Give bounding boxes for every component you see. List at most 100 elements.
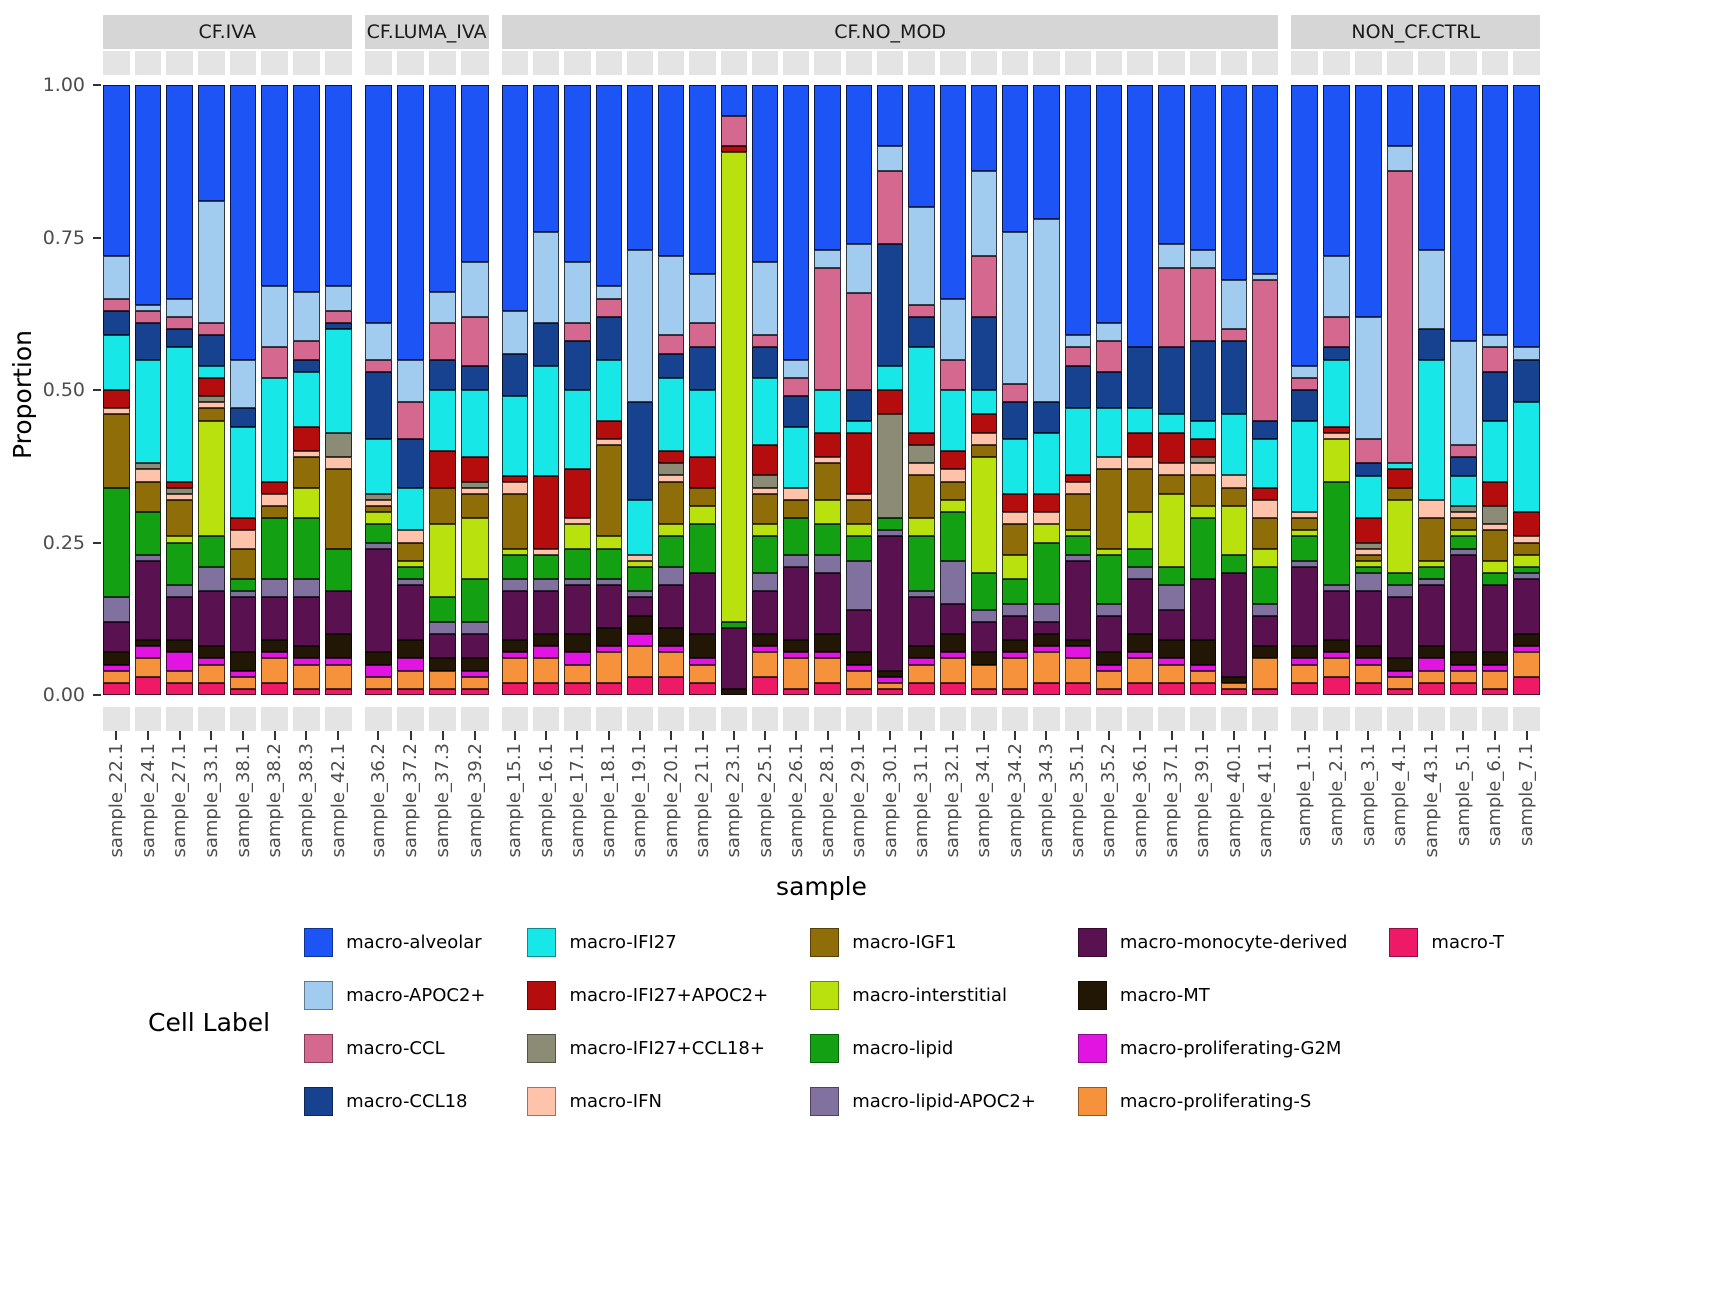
segment-macro-T	[198, 682, 225, 695]
segment-macro-CCL	[939, 359, 966, 391]
sample-strip	[1158, 51, 1185, 75]
legend-item-macro-IFI27+APOC2+: macro-IFI27+APOC2+	[527, 981, 768, 1010]
segment-macro-CCL	[293, 341, 320, 360]
segment-macro-CCL	[751, 335, 779, 348]
sample-strip	[166, 51, 194, 75]
segment-macro-IFN	[1449, 512, 1477, 519]
x-tick-label: sample_34.3	[1035, 743, 1057, 858]
segment-macro-interstitial	[1449, 530, 1477, 537]
segment-macro-proliferating-G2M	[1354, 658, 1382, 665]
bar-sample_16.1	[533, 85, 560, 695]
x-tick-mark	[951, 731, 954, 740]
segment-macro-proliferating-S	[1513, 652, 1540, 677]
segment-macro-APOC2+	[814, 249, 841, 269]
segment-macro-IGF1	[1158, 475, 1185, 494]
segment-macro-CCL18	[1323, 347, 1350, 360]
facet-strip: CF.IVA	[103, 15, 352, 49]
legend-swatch	[1389, 928, 1419, 957]
segment-macro-APOC2+	[1158, 243, 1185, 269]
segment-macro-alveolar	[501, 85, 529, 311]
segment-macro-lipid-APOC2+	[501, 579, 529, 592]
legend-label: macro-APOC2+	[346, 985, 486, 1006]
sample-strips-bottom	[1291, 707, 1540, 731]
bar-sample_40.1	[1220, 85, 1248, 695]
segment-macro-CCL18	[595, 316, 622, 360]
sample-strip	[1449, 51, 1477, 75]
segment-macro-MT	[396, 640, 425, 659]
segment-macro-alveolar	[1064, 85, 1091, 336]
segment-macro-monocyte-derived	[1189, 579, 1216, 641]
x-tick-label: sample_19.1	[629, 743, 651, 858]
segment-macro-alveolar	[720, 85, 747, 116]
segment-macro-CCL18	[461, 365, 489, 391]
sample-strip	[1418, 51, 1445, 75]
segment-macro-IFN	[166, 493, 194, 500]
segment-macro-monocyte-derived	[1158, 609, 1185, 641]
legend-swatch	[527, 1034, 557, 1063]
y-tick-mark	[93, 236, 101, 239]
segment-macro-proliferating-G2M	[876, 676, 904, 683]
legend-label: macro-monocyte-derived	[1119, 932, 1348, 953]
segment-macro-IFI27+APOC2+	[1158, 432, 1185, 464]
bar-sample_1.1	[1291, 85, 1319, 695]
segment-macro-IFN	[229, 530, 257, 549]
segment-macro-IFN	[1189, 463, 1216, 476]
segment-macro-CCL	[908, 304, 935, 317]
x-tick-label: sample_40.1	[1223, 743, 1245, 858]
segment-macro-IFI27+APOC2+	[689, 457, 716, 488]
legend-item-macro-alveolar: macro-alveolar	[304, 928, 485, 957]
segment-macro-MT	[501, 640, 529, 653]
sample-strip	[783, 51, 810, 75]
segment-macro-monocyte-derived	[1220, 573, 1248, 677]
segment-macro-interstitial	[166, 536, 194, 543]
segment-macro-lipid	[814, 524, 841, 555]
segment-macro-monocyte-derived	[970, 621, 998, 653]
segment-macro-proliferating-G2M	[751, 646, 779, 653]
legend-item-macro-CCL: macro-CCL	[304, 1034, 485, 1063]
segment-macro-IFN	[751, 487, 779, 494]
legend-swatch	[304, 981, 334, 1010]
x-tick-mark	[273, 731, 276, 740]
segment-macro-monocyte-derived	[229, 597, 257, 653]
legend-swatch	[527, 928, 557, 957]
segment-macro-IFI27+APOC2+	[1513, 512, 1540, 537]
segment-macro-CCL18	[1220, 341, 1248, 415]
bar-sample_38.3	[293, 85, 320, 695]
segment-macro-CCL	[1064, 347, 1091, 366]
segment-macro-interstitial	[939, 499, 966, 513]
segment-macro-IFN	[908, 463, 935, 476]
segment-macro-proliferating-S	[461, 676, 489, 689]
x-tick-mark	[1525, 731, 1528, 740]
sample-strip	[1064, 707, 1091, 731]
segment-macro-MT	[658, 627, 685, 647]
segment-macro-MT	[1127, 634, 1154, 653]
x-tick-mark	[607, 731, 610, 740]
x-tick-mark	[147, 731, 150, 740]
segment-macro-alveolar	[261, 85, 289, 287]
segment-macro-IGF1	[501, 493, 529, 549]
segment-macro-MT	[814, 634, 841, 653]
segment-macro-alveolar	[429, 85, 457, 293]
segment-macro-T	[1481, 688, 1509, 695]
segment-macro-interstitial	[1418, 560, 1445, 567]
segment-macro-interstitial	[1127, 512, 1154, 549]
facet-panels: CF.IVA sample_22.1 sample_24.1 sample_27.1 s…	[103, 15, 1540, 888]
segment-macro-alveolar	[595, 85, 622, 287]
segment-macro-CCL18	[198, 335, 225, 366]
bar-sample_43.1	[1418, 85, 1445, 695]
segment-macro-MT	[564, 634, 591, 653]
segment-macro-MT	[1513, 634, 1540, 647]
segment-macro-lipid-APOC2+	[198, 566, 225, 592]
segment-macro-T	[461, 688, 489, 695]
sample-strip	[396, 51, 425, 75]
legend-column: macro-IGF1 macro-interstitial macro-lipid m…	[810, 928, 1036, 1116]
legend-label: macro-interstitial	[852, 985, 1007, 1006]
segment-macro-monocyte-derived	[783, 566, 810, 641]
legend-item-macro-interstitial: macro-interstitial	[810, 981, 1036, 1010]
segment-macro-T	[751, 676, 779, 695]
segment-macro-CCL18	[845, 390, 872, 421]
segment-macro-lipid-APOC2+	[1418, 579, 1445, 586]
segment-macro-proliferating-G2M	[845, 664, 872, 671]
segment-macro-IFI27+CCL18+	[1449, 506, 1477, 513]
segment-macro-CCL	[1252, 280, 1279, 421]
